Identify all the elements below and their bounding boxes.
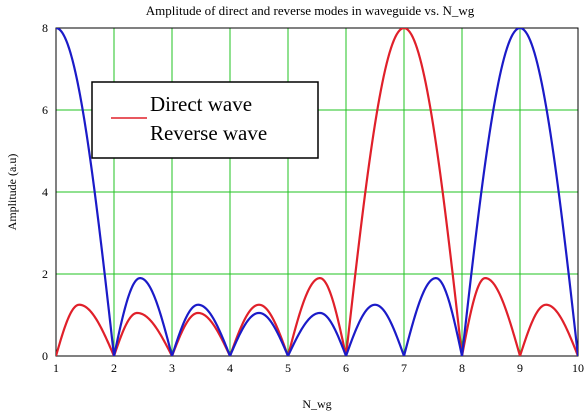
y-tick-label: 2 xyxy=(42,267,48,281)
legend: Direct wave Reverse wave xyxy=(91,81,319,159)
x-tick-labels: 1 2 3 4 5 6 7 8 9 10 xyxy=(53,361,584,375)
x-tick-label: 3 xyxy=(169,361,175,375)
curve-lobe-direct xyxy=(518,303,578,356)
curve-lobe-reverse xyxy=(287,311,348,356)
curve-lobe-reverse xyxy=(402,277,464,356)
x-tick-label: 2 xyxy=(111,361,117,375)
x-tick-label: 1 xyxy=(53,361,59,375)
legend-label-direct: Direct wave xyxy=(150,92,252,116)
chart-title: Amplitude of direct and reverse modes in… xyxy=(146,3,475,18)
y-tick-label: 6 xyxy=(42,103,48,117)
x-tick-label: 6 xyxy=(343,361,349,375)
curve-lobe-direct xyxy=(344,28,464,356)
y-tick-label: 4 xyxy=(42,185,48,199)
y-axis-label: Amplitude (a.u) xyxy=(5,154,19,231)
curve-lobe-reverse xyxy=(344,303,406,356)
curve-lobe-reverse xyxy=(56,28,116,356)
x-tick-label: 8 xyxy=(459,361,465,375)
x-tick-label: 10 xyxy=(572,361,584,375)
curve-lobe-direct xyxy=(460,277,522,356)
curve-lobe-direct xyxy=(56,303,116,356)
x-axis-label: N_wg xyxy=(302,397,331,411)
y-tick-labels: 0 2 4 6 8 xyxy=(42,21,48,363)
curve-lobe-reverse xyxy=(112,277,174,356)
legend-label-reverse: Reverse wave xyxy=(150,121,267,145)
y-tick-label: 0 xyxy=(42,349,48,363)
curve-lobe-direct xyxy=(228,303,290,356)
x-tick-label: 5 xyxy=(285,361,291,375)
y-tick-label: 8 xyxy=(42,21,48,35)
curve-lobe-direct xyxy=(170,311,231,356)
curve-lobe-reverse xyxy=(228,311,290,356)
curve-lobe-reverse xyxy=(460,28,578,356)
x-tick-label: 7 xyxy=(401,361,407,375)
legend-box xyxy=(91,81,319,159)
curve-lobe-reverse xyxy=(170,303,232,356)
curve-lobe-direct xyxy=(112,311,173,356)
x-tick-label: 9 xyxy=(517,361,523,375)
x-tick-label: 4 xyxy=(227,361,233,375)
plot-frame xyxy=(55,27,579,357)
curves xyxy=(56,28,578,356)
curve-lobe-direct xyxy=(286,277,348,356)
